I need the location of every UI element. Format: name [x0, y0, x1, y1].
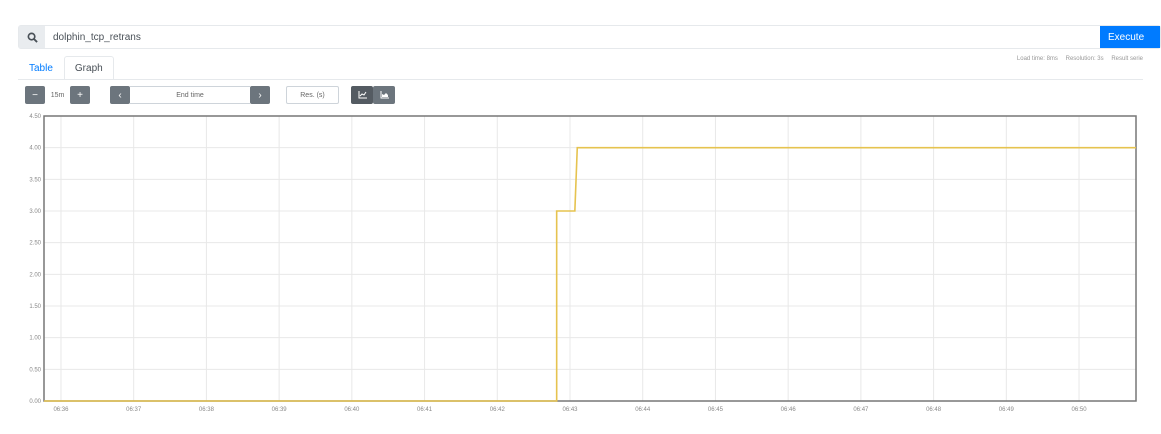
x-tick-label: 06:42	[490, 407, 506, 413]
load-time: Load time: 8ms	[1016, 56, 1058, 62]
end-time-input[interactable]: End time	[130, 86, 250, 104]
x-tick-label: 06:43	[562, 407, 578, 413]
resolution: Resolution: 3s	[1065, 56, 1104, 62]
y-tick-label: 1.50	[29, 304, 41, 310]
stacked-chart-button[interactable]	[373, 86, 395, 104]
y-tick-label: 2.00	[29, 272, 41, 278]
y-tick-label: 3.00	[29, 209, 41, 215]
search-icon	[19, 26, 45, 48]
y-tick-label: 1.00	[29, 336, 41, 342]
result-series: Result serie	[1111, 56, 1143, 62]
x-tick-label: 06:37	[126, 407, 142, 413]
plot-frame	[43, 115, 1137, 402]
y-tick-label: 0.50	[29, 367, 41, 373]
x-tick-label: 06:48	[926, 407, 942, 413]
x-tick-label: 06:47	[853, 407, 869, 413]
tab-divider	[18, 79, 1143, 80]
execute-button[interactable]: Execute	[1100, 26, 1160, 48]
query-stats: Load time: 8ms Resolution: 3s Result ser…	[1011, 56, 1143, 62]
area-chart-icon	[380, 91, 389, 99]
tab-graph[interactable]: Graph	[63, 56, 114, 80]
y-tick-label: 2.50	[29, 241, 41, 247]
x-tick-label: 06:41	[417, 407, 433, 413]
tab-table[interactable]: Table	[29, 63, 53, 74]
line-chart-button[interactable]	[351, 86, 373, 104]
query-bar: Execute	[18, 25, 1161, 49]
series-line	[44, 146, 1136, 402]
graph[interactable]: 0.00 0.50 1.00 1.50 2.00 2.50 3.00 3.50 4.00 4.50…	[0, 110, 1161, 420]
prev-time-button[interactable]: ‹	[110, 86, 130, 104]
y-tick-label: 0.00	[29, 399, 41, 405]
y-tick-label: 4.50	[29, 114, 41, 120]
resolution-input[interactable]: Res. (s)	[286, 86, 339, 104]
x-tick-label: 06:39	[272, 407, 288, 413]
x-tick-label: 06:46	[781, 407, 797, 413]
x-tick-label: 06:49	[999, 407, 1015, 413]
y-tick-label: 4.00	[29, 146, 41, 152]
increase-range-button[interactable]: +	[70, 86, 90, 104]
x-tick-label: 06:44	[635, 407, 651, 413]
x-tick-label: 06:36	[53, 407, 69, 413]
x-tick-label: 06:45	[708, 407, 724, 413]
next-time-button[interactable]: ›	[250, 86, 270, 104]
query-input[interactable]	[45, 26, 1100, 48]
y-tick-label: 3.50	[29, 177, 41, 183]
x-tick-label: 06:38	[199, 407, 215, 413]
x-tick-label: 06:40	[344, 407, 360, 413]
range-input[interactable]: 15m	[50, 91, 65, 99]
x-tick-label: 06:50	[1072, 407, 1088, 413]
line-chart-icon	[358, 91, 367, 99]
decrease-range-button[interactable]: −	[25, 86, 45, 104]
